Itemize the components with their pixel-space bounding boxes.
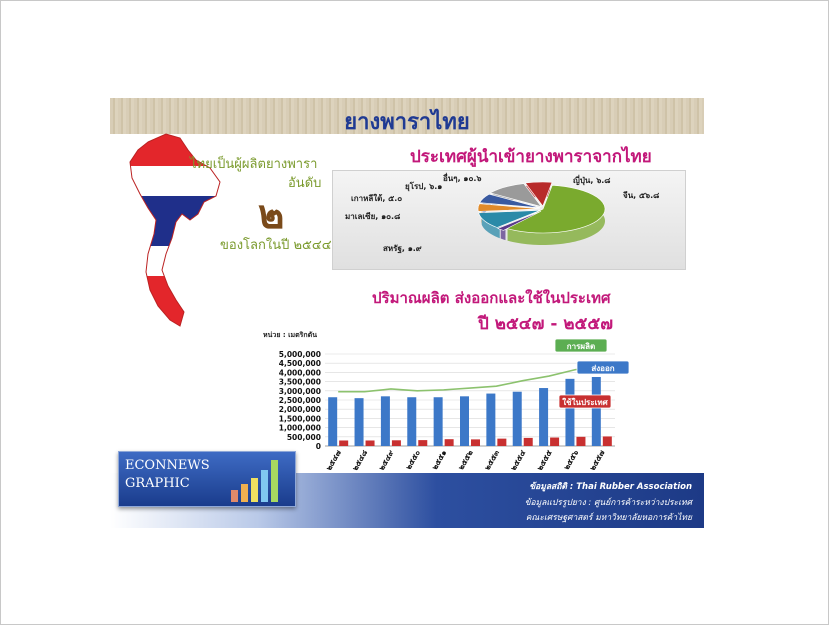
footer-source-3: คณะเศรษฐศาสตร์ มหาวิทยาลัยหอการค้าไทย bbox=[525, 513, 692, 523]
pie-slice bbox=[479, 193, 541, 209]
pie-heading: ประเทศผู้นำเข้ายางพาราจากไทย bbox=[410, 147, 652, 167]
legend-label: ส่งออก bbox=[591, 364, 614, 373]
x-tick-label: ๒๕๕๑ bbox=[430, 448, 448, 471]
logo-line1: ECONNEWS bbox=[125, 458, 210, 473]
x-tick-label: ๒๕๕๔ bbox=[509, 448, 528, 472]
flag-white-stripe-bottom bbox=[130, 246, 220, 276]
pie-slice-label: เกาหลีใต้, ๕.๐ bbox=[351, 193, 402, 203]
legend-item bbox=[558, 394, 612, 409]
map-text-line1: ไทยเป็นผู้ผลิตยางพารา bbox=[190, 157, 318, 172]
x-tick-label: ๒๕๕๐ bbox=[404, 448, 422, 471]
legend-label: การผลิต bbox=[567, 342, 595, 351]
map-text-line3: ของโลกในปี ๒๕๔๔ bbox=[220, 238, 332, 253]
bar-export bbox=[539, 388, 549, 446]
pie-slice-label: อื่นๆ, ๑๐.๖ bbox=[443, 172, 482, 183]
y-tick-label: 3,500,000 bbox=[279, 378, 321, 387]
pie-slice bbox=[489, 183, 543, 208]
rank-number: ๒ bbox=[258, 192, 285, 238]
bar-domestic bbox=[497, 438, 507, 446]
bar-domestic bbox=[471, 439, 480, 446]
y-tick-label: 4,000,000 bbox=[279, 368, 321, 377]
pie-chart-panel: จีน, ๕๖.๘สหรัฐ, ๑.๙ มาเลเซีย, ๑๐.๘ เกาหลีใ… bbox=[332, 170, 686, 270]
y-tick-label: 500,000 bbox=[287, 433, 321, 442]
y-axis-label: หน่วย : เมตริกตัน bbox=[263, 331, 317, 339]
bar-domestic bbox=[444, 439, 454, 446]
pie-slice-label: ญี่ปุ่น, ๖.๘ bbox=[573, 174, 610, 186]
pie-slice bbox=[496, 210, 542, 231]
pie-slice bbox=[524, 181, 553, 207]
logo-line2: GRAPHIC bbox=[125, 476, 190, 491]
y-tick-label: 3,000,000 bbox=[279, 387, 321, 396]
bar-domestic bbox=[418, 440, 428, 446]
bar-domestic bbox=[365, 440, 375, 446]
pie-slice bbox=[477, 203, 541, 212]
bar-export bbox=[486, 393, 496, 446]
x-tick-label: ๒๕๕๓ bbox=[483, 449, 502, 472]
pie-slice bbox=[504, 184, 606, 234]
legend-item bbox=[554, 338, 608, 353]
bar-line-chart: หน่วย : เมตริกตัน 0500,0001,000,0001,500,… bbox=[263, 331, 630, 472]
bar-domestic bbox=[602, 436, 612, 446]
bar-export bbox=[460, 396, 469, 446]
y-tick-label: 2,500,000 bbox=[279, 396, 321, 405]
page-title: ยางพาราไทย bbox=[344, 110, 470, 135]
x-tick-label: ๒๕๕๕ bbox=[535, 448, 554, 472]
bar-export bbox=[328, 397, 338, 446]
x-tick-label: ๒๕๔๘ bbox=[350, 448, 369, 472]
x-tick-label: ๒๕๕๗ bbox=[588, 448, 607, 472]
bar-export bbox=[407, 397, 417, 446]
title-bar: ยางพาราไทย bbox=[110, 98, 704, 135]
flag-blue-stripe bbox=[130, 196, 220, 246]
y-tick-label: 5,000,000 bbox=[279, 350, 321, 359]
bar-domestic bbox=[550, 437, 560, 446]
bar-heading-line2: ปี ๒๕๔๗ - ๒๕๕๗ bbox=[478, 314, 614, 334]
bar-export bbox=[354, 398, 364, 446]
pie-slice-label: จีน, ๕๖.๘ bbox=[623, 190, 660, 200]
bar-export bbox=[591, 377, 601, 446]
y-tick-label: 4,500,000 bbox=[279, 359, 321, 368]
x-tick-label: ๒๕๕๒ bbox=[456, 448, 474, 471]
footer-source-1: ข้อมูลสถิติ : Thai Rubber Association bbox=[529, 482, 692, 492]
y-tick-label: 0 bbox=[316, 442, 321, 451]
slide: ยางพาราไทย ไทยเป็นผู้ผลิตยางพารา อันดับ … bbox=[110, 98, 704, 528]
pie-slice-label: มาเลเซีย, ๑๐.๘ bbox=[345, 211, 400, 221]
bar-export bbox=[512, 391, 522, 446]
y-tick-label: 1,500,000 bbox=[279, 414, 321, 423]
legend-label: ใช้ในประเทศ bbox=[562, 397, 608, 407]
pie-slice-label: สหรัฐ, ๑.๙ bbox=[383, 244, 422, 254]
bar-domestic bbox=[391, 440, 401, 446]
econnews-logo: ECONNEWS GRAPHIC bbox=[118, 451, 296, 507]
bar-export bbox=[433, 397, 443, 446]
bar-domestic bbox=[576, 436, 586, 446]
legend-item bbox=[576, 360, 630, 375]
bar-graph-icon bbox=[231, 460, 278, 502]
line-production bbox=[338, 366, 602, 393]
bar-heading-line1: ปริมาณผลิต ส่งออกและใช้ในประเทศ bbox=[372, 289, 611, 307]
x-tick-label: ๒๕๔๗ bbox=[324, 448, 343, 472]
bar-domestic bbox=[523, 437, 533, 446]
bar-export bbox=[565, 378, 575, 446]
y-tick-label: 1,000,000 bbox=[279, 424, 321, 433]
flag-white-stripe-top bbox=[130, 166, 220, 196]
thailand-map-icon bbox=[129, 133, 221, 327]
bar-domestic bbox=[339, 440, 349, 446]
pie-slice-label: ยุโรป, ๖.๑ bbox=[405, 181, 442, 192]
map-text-line2: อันดับ bbox=[288, 176, 322, 191]
pie-slice bbox=[478, 210, 541, 228]
y-tick-label: 2,000,000 bbox=[279, 405, 321, 414]
footer-source-2: ข้อมูลแปรรูปยาง : ศูนย์การค้าระหว่างประเ… bbox=[524, 498, 692, 508]
x-tick-label: ๒๕๔๙ bbox=[377, 448, 396, 472]
x-tick-label: ๒๕๕๖ bbox=[562, 448, 580, 471]
bar-export bbox=[380, 396, 390, 446]
